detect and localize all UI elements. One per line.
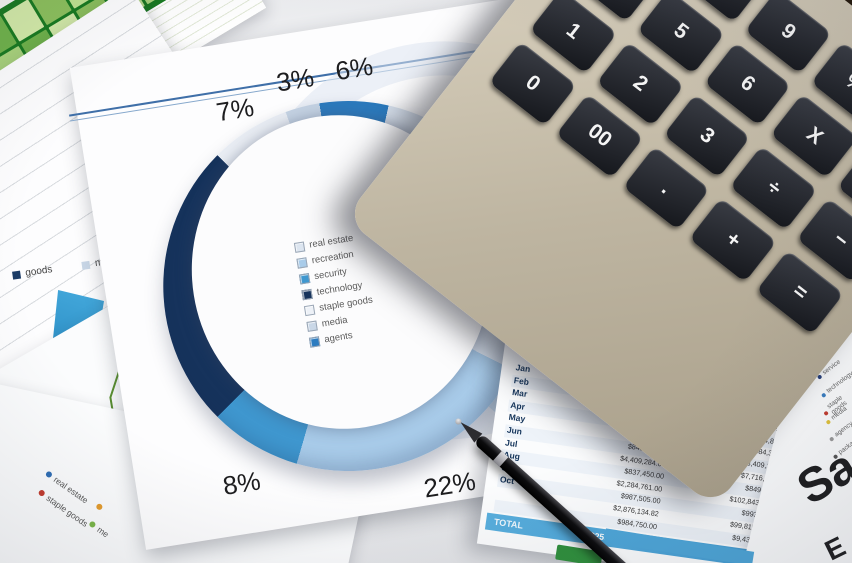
legend-label: security [313,266,348,283]
percent-label: 3% [274,62,317,98]
legend-label: real estate [308,232,355,251]
percent-label: 7% [214,91,256,128]
percent-label: 6% [333,50,376,87]
calc-keys: 789%GT456X√123÷−000.+= [488,0,852,335]
legend-swatch [301,288,313,300]
legend-swatch [11,270,22,280]
legend-dot [828,435,835,442]
percent-label: 8% [220,465,263,501]
legend-dot [820,392,827,398]
legend-label: recreation [311,248,355,267]
legend-dot [44,470,54,479]
legend-dot [825,418,831,425]
legend-label: agents [323,330,354,346]
legend-label: technology [316,279,364,298]
legend-swatch [298,272,311,285]
percent-label: 22% [421,465,478,504]
legend-swatch [306,319,318,332]
legend-dot [37,488,46,498]
legend-swatch [81,260,91,270]
total-label: TOTAL [493,516,524,531]
legend-swatch [296,256,308,269]
legend-label: agency [833,419,852,438]
legend-dot [823,410,829,416]
legend-dot [88,520,97,529]
legend-swatch [303,304,316,316]
legend-swatch [293,240,306,253]
legend-label: media [321,314,349,330]
legend-swatch [308,335,321,348]
